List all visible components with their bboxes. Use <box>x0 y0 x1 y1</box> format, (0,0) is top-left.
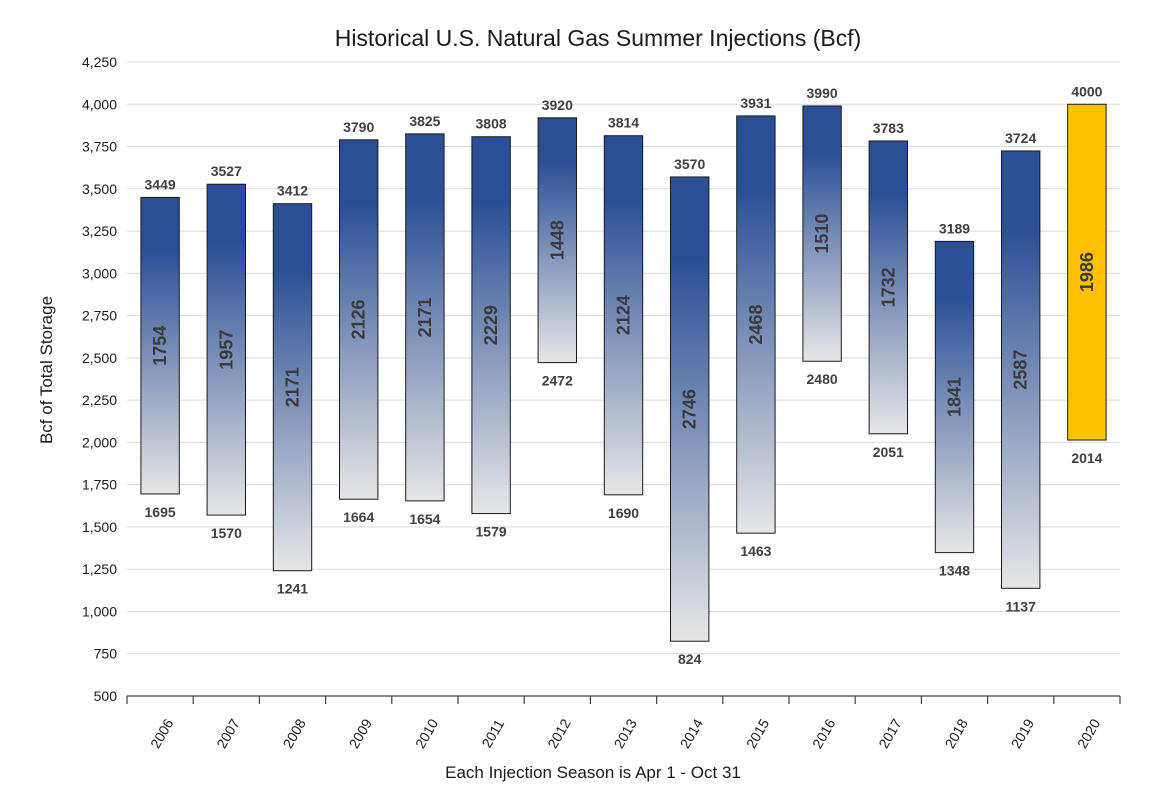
high-label-2011: 3808 <box>476 116 507 132</box>
y-axis: 500 750 1,000 1,250 1,500 1,750 2,000 2,250 2,50… <box>82 54 117 704</box>
y-tick-label: 3,000 <box>82 265 117 281</box>
bar-2017 <box>868 140 908 435</box>
y-tick-label: 2,500 <box>82 350 117 366</box>
low-label-2007: 1570 <box>211 525 242 541</box>
x-tick-label-2013: 2013 <box>610 716 640 751</box>
y-tick-label: 750 <box>94 646 118 662</box>
low-label-2015: 1463 <box>740 543 771 559</box>
bar-2019 <box>1001 150 1041 589</box>
injection-label-2013: 2124 <box>614 295 634 335</box>
chart-title: Historical U.S. Natural Gas Summer Injec… <box>335 25 862 51</box>
high-label-2014: 3570 <box>674 156 705 172</box>
y-tick-label: 2,750 <box>82 308 117 324</box>
injection-label-2015: 2468 <box>746 305 766 345</box>
injection-label-2018: 1841 <box>945 377 965 417</box>
low-label-2011: 1579 <box>476 524 507 540</box>
high-label-2016: 3990 <box>807 85 838 101</box>
y-tick-label: 1,500 <box>82 519 117 535</box>
injection-label-2009: 2126 <box>349 299 369 339</box>
low-label-2010: 1654 <box>409 511 440 527</box>
low-label-2008: 1241 <box>277 581 308 597</box>
x-tick-label-2018: 2018 <box>941 716 971 751</box>
low-label-2020: 2014 <box>1071 450 1102 466</box>
bar-2013 <box>603 135 644 496</box>
x-tick-label-2011: 2011 <box>478 716 507 750</box>
x-tick-label-2016: 2016 <box>809 716 839 751</box>
y-tick-label: 2,000 <box>82 434 117 450</box>
low-label-2009: 1664 <box>343 509 374 525</box>
y-tick-label: 1,000 <box>82 603 117 619</box>
bar-2007 <box>206 183 246 516</box>
x-tick-label-2015: 2015 <box>743 716 773 751</box>
injection-label-2006: 1754 <box>150 326 170 366</box>
injection-label-2007: 1957 <box>216 330 236 370</box>
injection-label-2017: 1732 <box>878 267 898 307</box>
x-tick-label-2007: 2007 <box>213 716 243 751</box>
injection-label-2010: 2171 <box>415 297 435 337</box>
x-tick-label-2009: 2009 <box>346 716 376 751</box>
x-tick-label-2012: 2012 <box>544 716 574 751</box>
injection-label-2014: 2746 <box>680 389 700 429</box>
high-label-2015: 3931 <box>740 95 771 111</box>
y-tick-label: 4,250 <box>82 54 117 70</box>
bar-2011 <box>471 136 511 515</box>
high-label-2009: 3790 <box>343 119 374 135</box>
injection-label-2012: 1448 <box>547 220 567 260</box>
injection-label-2020: 1986 <box>1077 252 1097 292</box>
high-label-2010: 3825 <box>409 113 440 129</box>
injection-label-2019: 2587 <box>1011 350 1031 390</box>
bar-2012 <box>537 117 577 364</box>
high-label-2013: 3814 <box>608 115 639 131</box>
high-label-2012: 3920 <box>542 97 573 113</box>
y-tick-label: 500 <box>94 688 118 704</box>
injection-label-2008: 2171 <box>283 367 303 407</box>
low-label-2018: 1348 <box>939 563 970 579</box>
bar-2010 <box>405 133 445 502</box>
high-label-2018: 3189 <box>939 220 970 236</box>
bar-2018 <box>934 240 975 554</box>
low-label-2006: 1695 <box>145 504 176 520</box>
low-label-2019: 1137 <box>1006 598 1037 614</box>
x-tick-label-2008: 2008 <box>279 716 309 751</box>
bar-2016 <box>802 105 842 362</box>
x-axis: 2006 2007 2008 2009 2010 2011 2012 2013 2014 2015… <box>126 695 1121 751</box>
injection-label-2016: 1510 <box>812 214 832 254</box>
high-label-2020: 4000 <box>1071 83 1102 99</box>
bar-2009 <box>339 139 379 500</box>
x-tick-label-2010: 2010 <box>412 716 442 751</box>
bar-2006 <box>140 196 180 495</box>
bar-2014 <box>670 176 710 642</box>
low-label-2013: 1690 <box>608 505 639 521</box>
x-tick-label-2020: 2020 <box>1074 716 1104 751</box>
y-tick-label: 3,250 <box>82 223 117 239</box>
low-label-2014: 824 <box>678 651 702 667</box>
y-tick-label: 1,750 <box>82 477 117 493</box>
x-tick-label-2014: 2014 <box>677 716 707 751</box>
bar-2015 <box>736 115 776 534</box>
high-label-2007: 3527 <box>211 163 242 179</box>
y-tick-label: 3,750 <box>82 139 117 155</box>
low-label-2017: 2051 <box>873 444 904 460</box>
low-label-2012: 2472 <box>542 373 573 389</box>
y-tick-label: 3,500 <box>82 181 117 197</box>
bar-2008 <box>272 203 313 572</box>
plot-area: 3449 1695 1754 3527 1570 1957 3412 1241 2171 3790… <box>140 83 1107 667</box>
x-tick-label-2006: 2006 <box>147 716 177 751</box>
bar-2020 <box>1067 103 1107 441</box>
high-label-2019: 3724 <box>1005 130 1036 146</box>
x-axis-title: Each Injection Season is Apr 1 - Oct 31 <box>445 763 741 782</box>
y-axis-title: Bcf of Total Storage <box>37 296 56 444</box>
injection-label-2011: 2229 <box>481 305 501 345</box>
high-label-2006: 3449 <box>145 176 176 192</box>
x-tick-label-2017: 2017 <box>875 716 905 751</box>
x-tick-label-2019: 2019 <box>1008 716 1038 751</box>
high-label-2008: 3412 <box>277 183 308 199</box>
y-tick-label: 4,000 <box>82 96 117 112</box>
y-tick-label: 1,250 <box>82 561 117 577</box>
low-label-2016: 2480 <box>807 371 838 387</box>
high-label-2017: 3783 <box>873 120 904 136</box>
y-tick-label: 2,250 <box>82 392 117 408</box>
